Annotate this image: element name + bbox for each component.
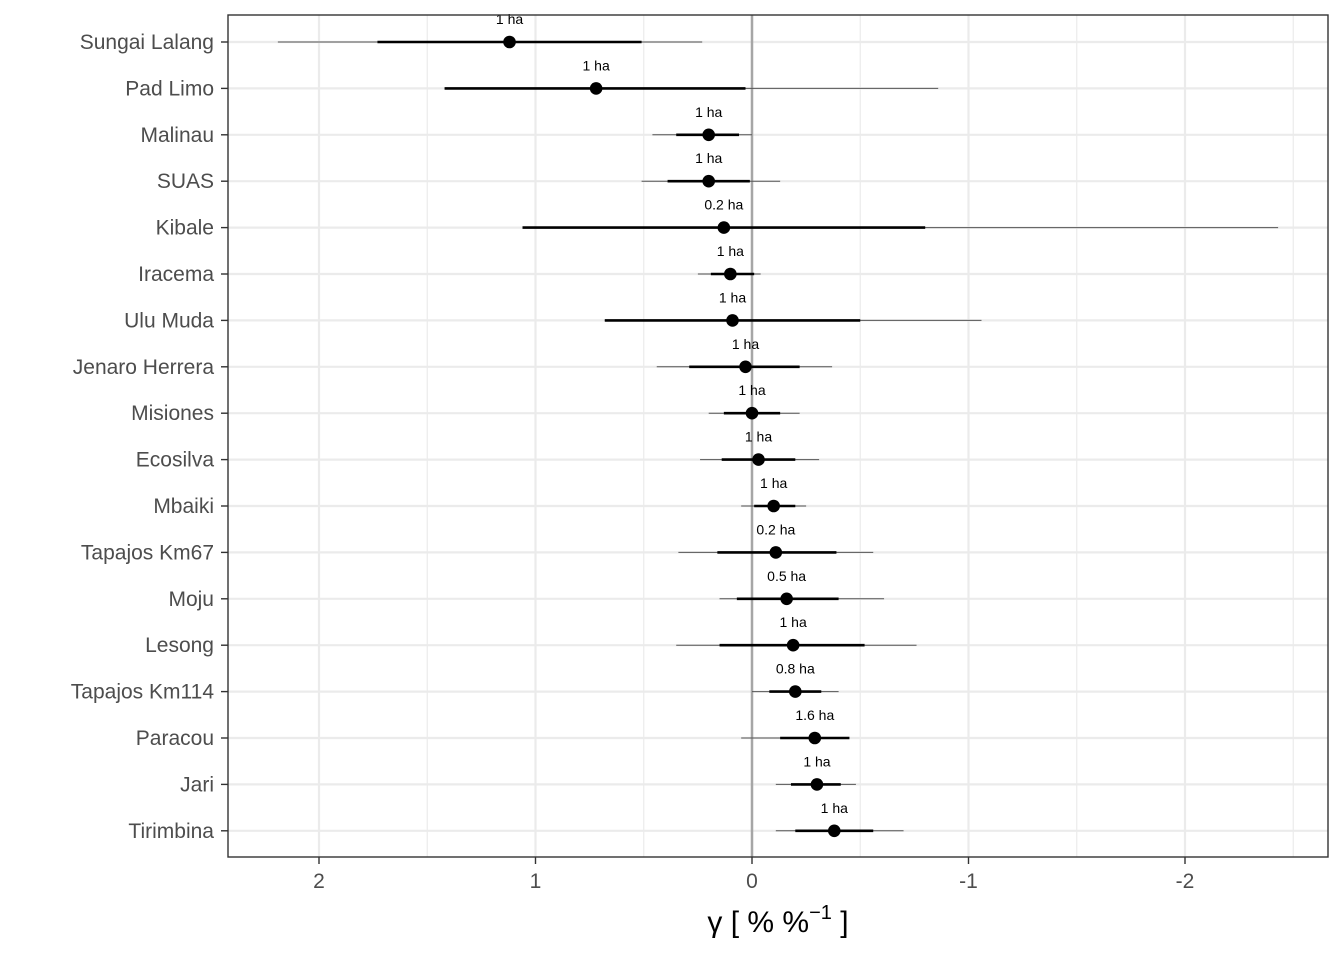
- y-axis: Sungai Lalang Pad Limo Malinau SUAS Kibale Ir…: [71, 31, 228, 843]
- area-label: 1 ha: [717, 243, 744, 259]
- y-tick-label: Jari: [180, 773, 214, 796]
- estimate-point: [780, 592, 793, 606]
- area-label: 1 ha: [821, 800, 848, 816]
- area-label: 1 ha: [695, 150, 722, 166]
- grid-layer: [228, 15, 1328, 857]
- estimate-point: [789, 685, 802, 698]
- area-label: 0.2 ha: [756, 521, 795, 537]
- y-tick-label: Tapajos Km114: [71, 681, 215, 704]
- area-label: 1 ha: [803, 753, 830, 769]
- x-tick-label: -2: [1176, 870, 1195, 893]
- y-tick-label: Paracou: [136, 727, 214, 750]
- area-label: 1 ha: [780, 614, 807, 630]
- x-tick-label: 2: [313, 870, 325, 893]
- x-axis-title: γ [ % %−1 ]: [707, 902, 848, 939]
- estimate-point: [752, 453, 765, 466]
- area-label: 0.8 ha: [776, 661, 815, 677]
- y-tick-label: Lesong: [145, 634, 214, 657]
- area-label: 1 ha: [732, 336, 759, 352]
- y-tick-label: Ecosilva: [136, 449, 215, 472]
- area-label: 1 ha: [695, 104, 722, 120]
- x-tick-label: 0: [746, 870, 758, 893]
- x-tick-label: 1: [530, 870, 542, 893]
- y-tick-label: SUAS: [157, 170, 214, 193]
- estimate-point: [724, 267, 737, 281]
- x-tick-label: -1: [959, 870, 978, 893]
- area-label: 1 ha: [582, 57, 609, 73]
- y-tick-label: Moju: [168, 588, 214, 611]
- estimate-point: [739, 360, 752, 374]
- estimate-point: [827, 824, 841, 838]
- area-label: 0.5 ha: [767, 568, 806, 584]
- estimate-point: [769, 546, 783, 559]
- y-tick-label: Tapajos Km67: [81, 541, 214, 564]
- estimate-point: [589, 82, 603, 95]
- estimate-point: [726, 314, 739, 327]
- y-tick-label: Mbaiki: [153, 495, 214, 518]
- area-label: 1 ha: [745, 429, 772, 445]
- x-axis-title-superscript: −1: [809, 902, 832, 924]
- y-tick-label: Tirimbina: [128, 820, 214, 843]
- y-tick-label: Ulu Muda: [124, 309, 214, 332]
- area-label: 1 ha: [496, 11, 523, 27]
- y-tick-label: Jenaro Herrera: [73, 356, 215, 379]
- area-label: 1.6 ha: [795, 707, 834, 723]
- x-axis: 2 1 0 -1 -2: [313, 857, 1194, 893]
- area-label: 1 ha: [738, 382, 765, 398]
- y-tick-label: Sungai Lalang: [80, 31, 214, 54]
- x-axis-title-main: γ [ % %: [707, 906, 809, 939]
- y-tick-label: Kibale: [156, 217, 214, 240]
- estimate-point: [767, 499, 780, 513]
- estimate-point: [702, 128, 715, 142]
- estimate-point: [702, 174, 715, 188]
- estimate-point: [808, 731, 822, 745]
- area-label: 1 ha: [760, 475, 787, 491]
- area-label: 1 ha: [719, 289, 746, 305]
- y-tick-label: Iracema: [138, 263, 214, 286]
- y-tick-label: Pad Limo: [125, 77, 214, 100]
- estimate-point: [810, 778, 824, 791]
- y-tick-label: Malinau: [140, 124, 214, 147]
- panel-border: [227, 14, 1329, 858]
- estimate-point: [717, 221, 731, 234]
- area-label: 0.2 ha: [704, 197, 743, 213]
- marks-layer: 1 ha 1 ha 1 ha 1 ha 0.2 ha 1 ha 1 ha 1 ha 1 ha 1 …: [277, 11, 1279, 838]
- estimate-point: [786, 638, 800, 652]
- y-tick-label: Misiones: [131, 402, 214, 425]
- estimate-point: [503, 35, 516, 49]
- x-axis-title-end: ]: [832, 906, 849, 939]
- estimate-point: [745, 406, 759, 420]
